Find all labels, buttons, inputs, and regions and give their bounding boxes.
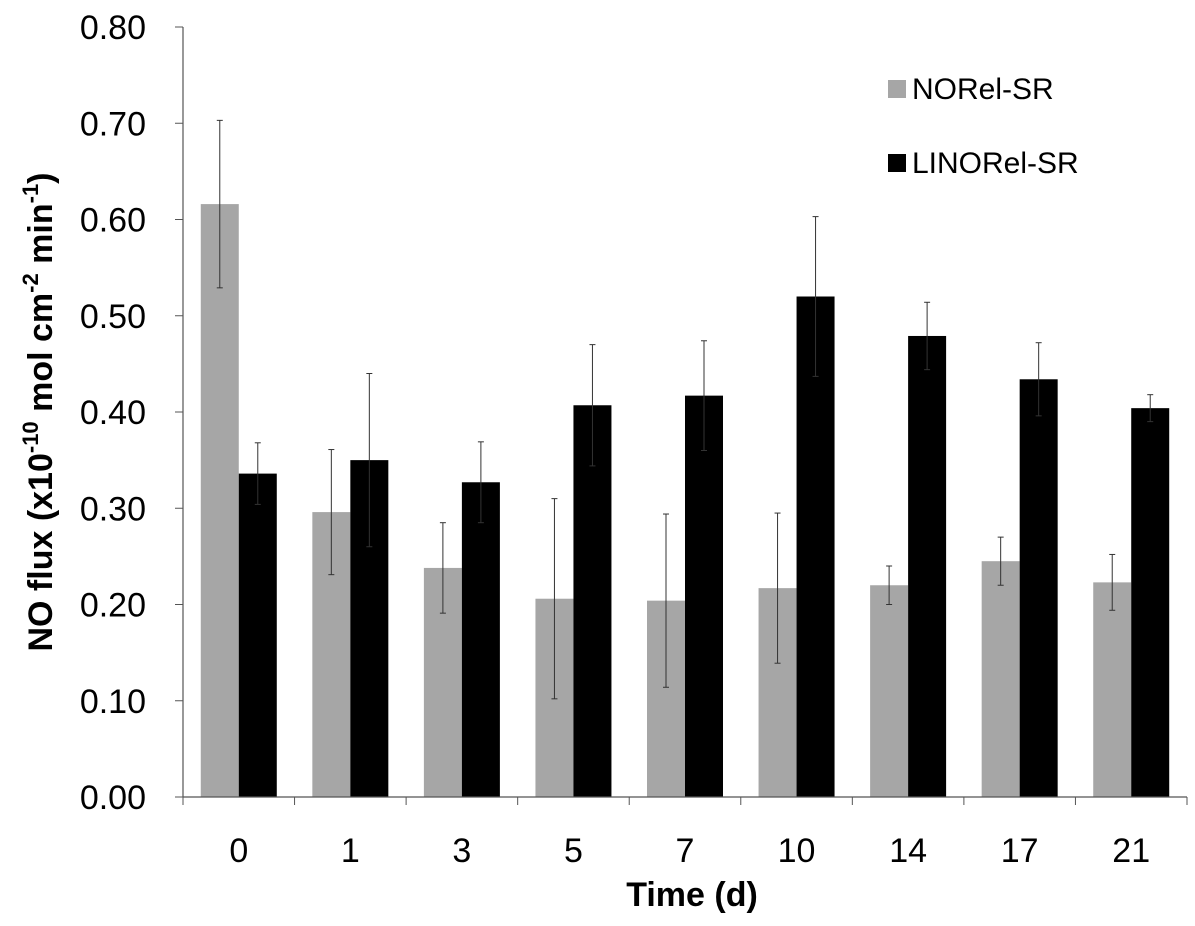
error-bar-norel-sr-14 (886, 565, 893, 605)
bar-norel-sr-21 (1093, 582, 1132, 797)
y-tick-label: 0.60 (80, 202, 146, 240)
error-bar-linorel-sr-0 (254, 442, 261, 505)
error-bar-linorel-sr-5 (589, 344, 596, 467)
bars-layer (200, 204, 1170, 798)
tick-labels-layer: 0 1 3 5 7 10 14 17 21 0.00 0.10 0.20 0.30 0.40 0.50 0.6… (80, 9, 1150, 870)
y-tick-label: 0.20 (80, 587, 146, 625)
error-bar-norel-sr-5 (551, 498, 558, 700)
y-axis-title-exp1: -10 (18, 421, 43, 453)
y-axis-title-exp3: -1 (18, 184, 43, 204)
y-tick-label: 0.70 (80, 105, 146, 143)
x-tick-label: 21 (1112, 832, 1150, 870)
bar-linorel-sr-14 (908, 335, 947, 797)
y-axis-title-middle2: min (22, 203, 60, 273)
legend: NORel-SR LINORel-SR (888, 73, 1079, 180)
x-tick-label: 14 (889, 832, 927, 870)
x-tick-label: 5 (564, 832, 583, 870)
axes-layer (175, 26, 1188, 805)
y-tick-label: 0.40 (80, 394, 146, 432)
bar-norel-sr-14 (870, 585, 909, 797)
error-bar-linorel-sr-17 (1035, 342, 1042, 417)
y-axis-title-exp2: -2 (18, 273, 43, 293)
bar-linorel-sr-3 (461, 482, 500, 797)
error-bar-norel-sr-0 (216, 119, 223, 289)
x-tick-label: 17 (1001, 832, 1039, 870)
error-bar-linorel-sr-21 (1147, 394, 1154, 423)
bar-linorel-sr-10 (796, 296, 835, 797)
error-bar-linorel-sr-7 (701, 340, 707, 451)
error-bar-linorel-sr-10 (812, 216, 819, 377)
error-bar-norel-sr-10 (774, 512, 781, 664)
y-axis-title-middle: mol cm (22, 293, 60, 421)
error-bar-norel-sr-21 (1109, 553, 1116, 611)
x-tick-label: 3 (452, 832, 471, 870)
bar-linorel-sr-7 (685, 395, 723, 797)
x-tick-label: 0 (229, 832, 248, 870)
x-tick-label: 7 (676, 832, 695, 870)
x-tick-label: 1 (341, 832, 360, 870)
bar-linorel-sr-0 (238, 473, 277, 797)
error-bar-norel-sr-1 (328, 449, 335, 576)
y-tick-label: 0.00 (80, 779, 146, 817)
legend-swatch-norel-sr (888, 80, 906, 98)
legend-label-linorel-sr: LINORel-SR (912, 147, 1079, 180)
y-tick-label: 0.80 (80, 9, 146, 47)
y-axis-title-suffix: ) (22, 172, 60, 183)
error-bar-linorel-sr-3 (477, 441, 484, 524)
x-axis-title: Time (d) (626, 876, 758, 914)
error-bar-linorel-sr-14 (924, 301, 931, 371)
x-tick-label: 10 (778, 832, 816, 870)
error-bar-linorel-sr-1 (366, 373, 373, 548)
bar-linorel-sr-17 (1019, 379, 1058, 797)
y-axis-title-prefix: NO flux (x10 (22, 453, 60, 651)
y-tick-label: 0.10 (80, 683, 146, 721)
error-bar-norel-sr-3 (439, 522, 446, 614)
error-bar-norel-sr-17 (997, 536, 1004, 586)
y-tick-label: 0.30 (80, 490, 146, 528)
error-bars-layer (216, 119, 1154, 700)
legend-swatch-linorel-sr (888, 154, 906, 172)
bar-linorel-sr-5 (573, 405, 612, 797)
y-tick-label: 0.50 (80, 298, 146, 336)
bar-norel-sr-17 (981, 561, 1020, 797)
y-axis-title: NO flux (x10-10 mol cm-2 min-1) (18, 172, 60, 651)
legend-label-norel-sr: NORel-SR (912, 73, 1054, 106)
bar-linorel-sr-21 (1131, 408, 1170, 797)
bar-norel-sr-0 (200, 204, 239, 798)
error-bar-norel-sr-7 (663, 513, 669, 688)
